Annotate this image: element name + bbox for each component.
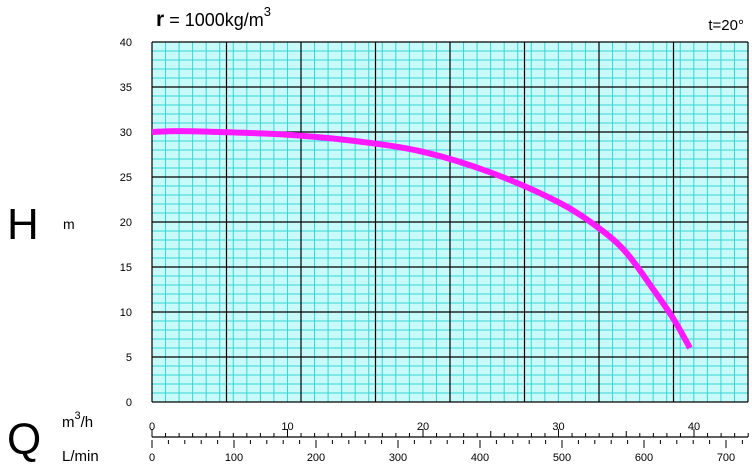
lmin-tick-label: 700 — [717, 452, 735, 464]
y-tick-label: 25 — [120, 172, 132, 184]
density-symbol: r — [156, 8, 165, 31]
head-axis-symbol: H — [7, 200, 39, 249]
lmin-tick-label: 400 — [471, 452, 489, 464]
density-value: = 1000kg/m — [164, 10, 264, 30]
pump-curve-line — [151, 128, 693, 350]
head-axis-unit: m — [63, 216, 75, 232]
m3h-tick-label: 10 — [281, 421, 293, 433]
y-tick-label: 40 — [120, 37, 132, 49]
y-tick-label: 0 — [126, 397, 132, 409]
density-label: r = 1000kg/m3 — [156, 4, 271, 32]
y-tick-label: 5 — [126, 352, 132, 364]
m3h-tick-label: 20 — [417, 421, 429, 433]
lmin-tick-label: 0 — [149, 452, 155, 464]
flow-unit-m3h: m3/h — [62, 410, 94, 431]
temperature-label: t=20° — [708, 17, 744, 34]
lmin-tick-label: 600 — [635, 452, 653, 464]
density-exponent: 3 — [263, 4, 271, 19]
y-tick-label: 20 — [120, 217, 132, 229]
lmin-tick-label: 200 — [307, 452, 325, 464]
m3h-tick-label: 30 — [552, 421, 564, 433]
m3h-tick-label: 40 — [688, 421, 700, 433]
flow-axis-symbol: Q — [7, 415, 42, 464]
lmin-tick-label: 300 — [389, 452, 407, 464]
lmin-tick-label: 500 — [553, 452, 571, 464]
m3h-tick-label: 0 — [149, 421, 155, 433]
y-tick-label: 30 — [120, 127, 132, 139]
y-tick-label: 35 — [120, 82, 132, 94]
lmin-tick-label: 100 — [225, 452, 243, 464]
y-tick-label: 15 — [120, 262, 132, 274]
y-tick-label: 10 — [120, 307, 132, 319]
flow-unit-lmin: L/min — [62, 448, 99, 465]
